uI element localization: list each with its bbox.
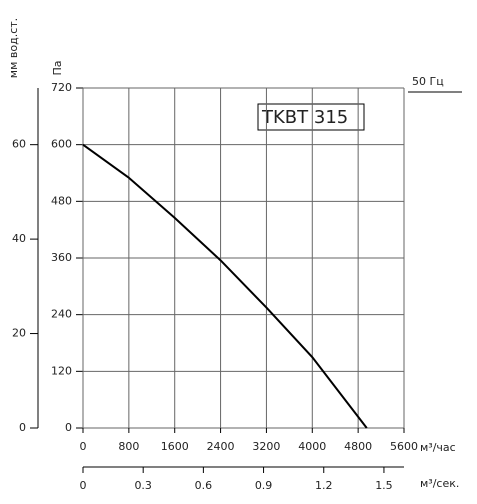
y2-tick-label: 60	[12, 138, 26, 151]
annotation: 50 Гц	[412, 75, 444, 88]
y2-label: мм вод.ст.	[7, 18, 20, 78]
y2-tick-label: 20	[12, 327, 26, 340]
x-tick-label: 4800	[344, 440, 372, 453]
x-tick-label: 0	[80, 440, 87, 453]
curve	[82, 143, 368, 429]
x2-tick-label: 0.6	[195, 479, 213, 492]
chart-title: TKBT 315	[261, 107, 348, 128]
y-label: Па	[51, 60, 64, 75]
title-box	[257, 103, 365, 131]
x2-tick-label: 1.2	[315, 479, 333, 492]
y-tick-label: 480	[51, 194, 72, 207]
y-tick-label: 240	[51, 308, 72, 321]
y2-tick-label: 40	[12, 232, 26, 245]
x-label: м³/час	[420, 441, 456, 454]
y-tick-label: 120	[51, 364, 72, 377]
y-tick-label: 600	[51, 138, 72, 151]
x2-tick-label: 0.3	[134, 479, 152, 492]
x-tick-label: 2400	[207, 440, 235, 453]
y-tick-label: 720	[51, 81, 72, 94]
y-tick-label: 0	[65, 421, 72, 434]
x-tick-label: 4000	[298, 440, 326, 453]
x2-tick-label: 0	[80, 479, 87, 492]
x2-tick-label: 1.5	[375, 479, 393, 492]
x2-label: м³/сек.	[420, 477, 459, 490]
y2-tick-label: 0	[19, 421, 26, 434]
x-tick-label: 1600	[161, 440, 189, 453]
x-tick-label: 5600	[390, 440, 418, 453]
x-tick-label: 800	[118, 440, 139, 453]
y-tick-label: 360	[51, 251, 72, 264]
x-tick-label: 3200	[252, 440, 280, 453]
x2-tick-label: 0.9	[255, 479, 273, 492]
